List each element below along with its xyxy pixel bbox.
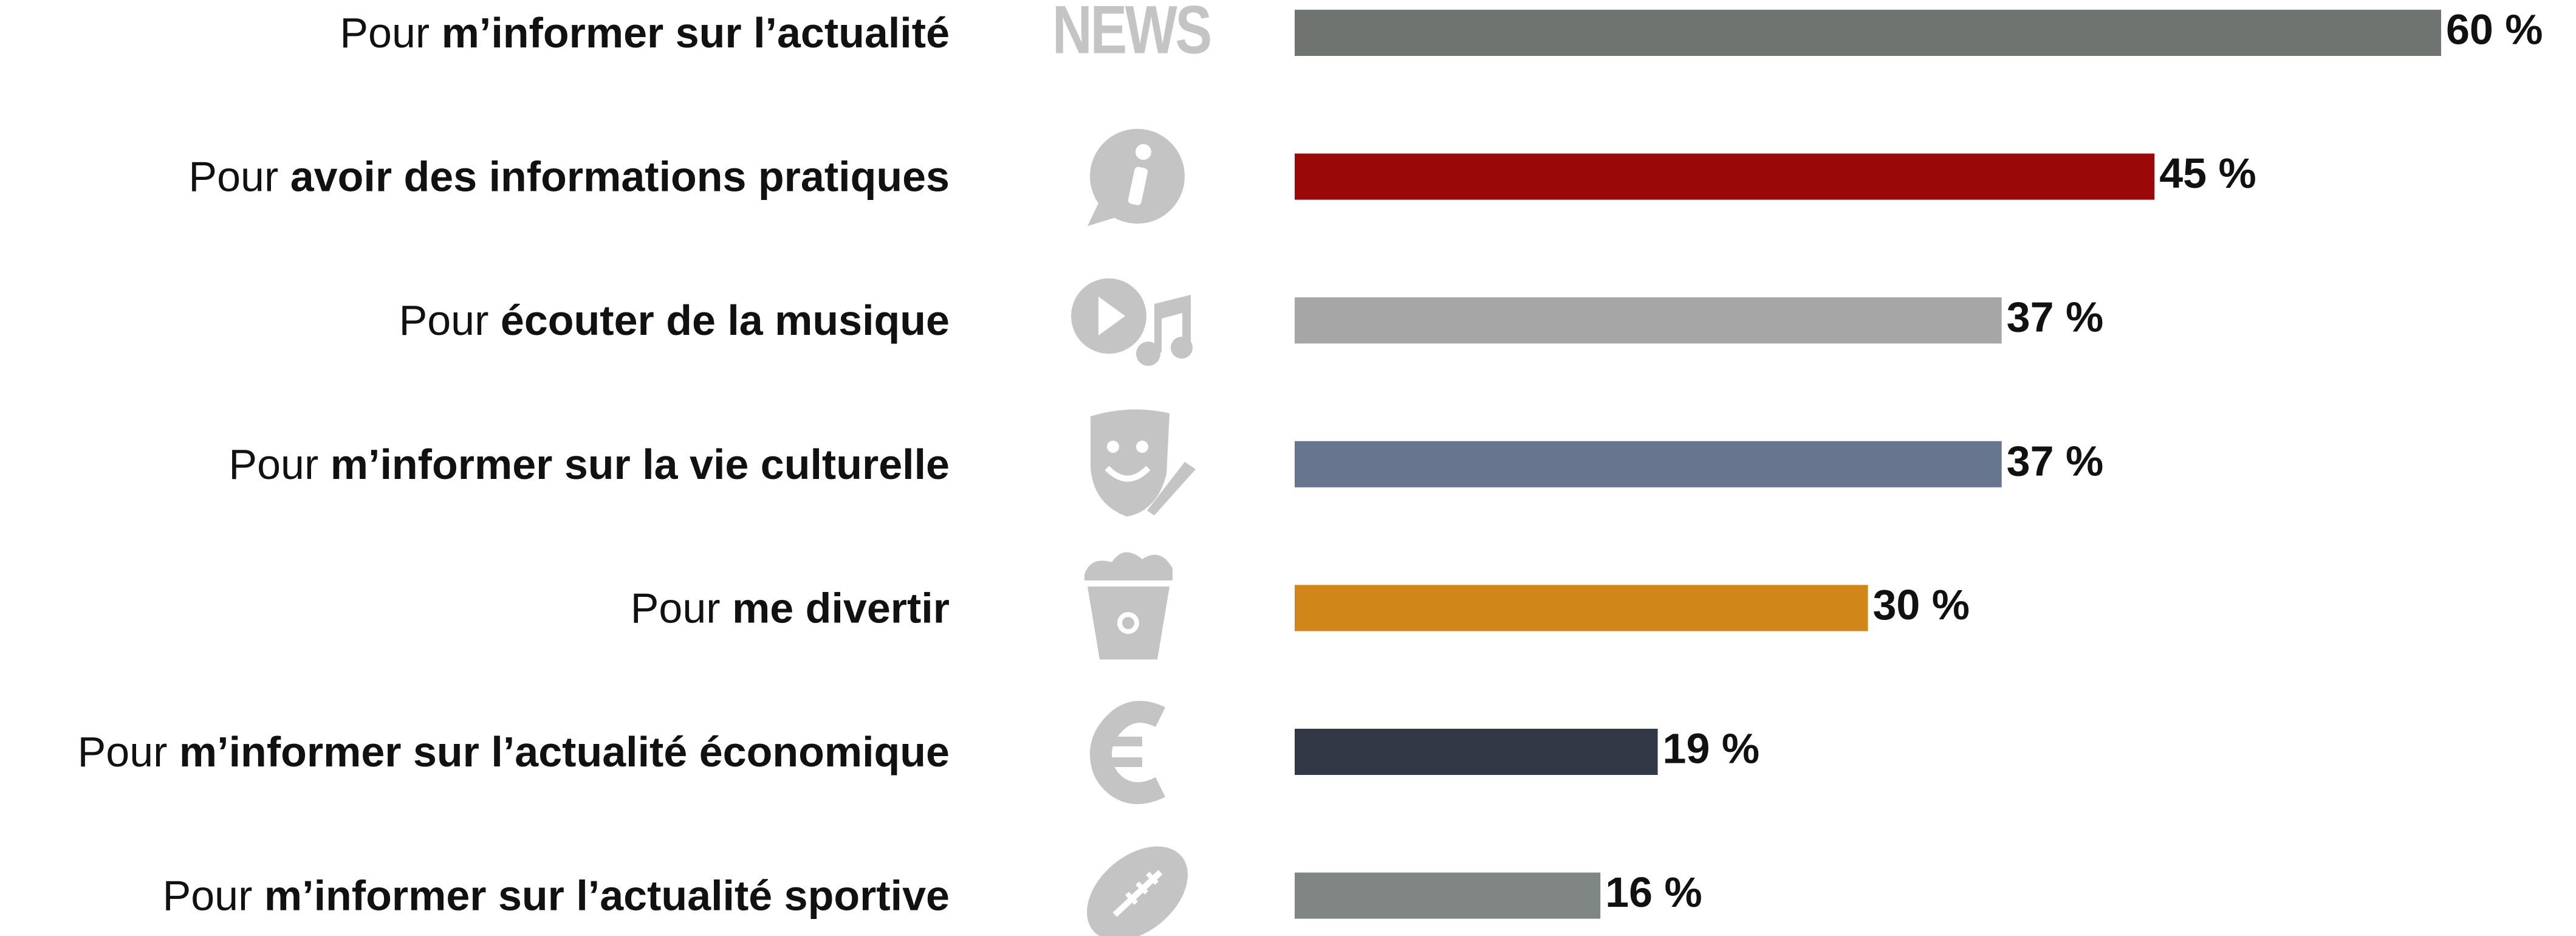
category-emphasis: m’informer sur l’actualité économique — [179, 728, 950, 776]
value-label: 45 % — [2159, 150, 2256, 197]
category-space — [252, 872, 264, 920]
category-lead: Pour — [340, 9, 430, 57]
category-label: Pour m’informer sur la vie culturelle — [228, 441, 950, 488]
category-lead: Pour — [163, 872, 253, 920]
category-space — [430, 9, 441, 57]
category-emphasis: m’informer sur l’actualité — [442, 9, 950, 57]
music-icon — [1071, 278, 1193, 366]
bar — [1295, 441, 2002, 487]
category-lead: Pour — [631, 585, 721, 632]
category-emphasis: m’informer sur la vie culturelle — [331, 441, 950, 488]
category-label: Pour avoir des informations pratiques — [188, 153, 950, 201]
category-lead: Pour — [78, 728, 168, 776]
popcorn-icon — [1084, 552, 1173, 659]
category-space — [488, 297, 500, 345]
value-label: 37 % — [2007, 437, 2104, 484]
theatre-icon — [1091, 409, 1196, 517]
category-space — [278, 153, 290, 201]
bar — [1295, 872, 1601, 919]
category-lead: Pour — [188, 153, 278, 201]
category-label: Pour m’informer sur l’actualité économiq… — [78, 728, 950, 776]
category-emphasis: me divertir — [732, 585, 950, 632]
value-label: 37 % — [2007, 294, 2104, 341]
category-lead: Pour — [228, 441, 318, 488]
category-space — [167, 728, 179, 776]
category-space — [318, 441, 330, 488]
category-emphasis: écouter de la musique — [501, 297, 950, 345]
euro-icon — [1089, 701, 1166, 804]
bar — [1295, 10, 2441, 56]
value-label: 19 % — [1663, 724, 1760, 772]
bar — [1295, 153, 2155, 200]
value-label: 60 % — [2446, 5, 2543, 53]
value-label: 30 % — [1873, 581, 1970, 628]
bar — [1295, 297, 2002, 344]
category-label: Pour écouter de la musique — [399, 297, 950, 345]
value-label: 16 % — [1605, 869, 1702, 916]
news-icon: NEWS — [1052, 0, 1210, 68]
bar — [1295, 585, 1868, 631]
category-label: Pour m’informer sur l’actualité — [340, 9, 950, 57]
category-label: Pour me divertir — [631, 585, 950, 632]
category-label: Pour m’informer sur l’actualité sportive — [163, 872, 950, 920]
football-icon — [1087, 846, 1188, 936]
category-lead: Pour — [399, 297, 489, 345]
category-space — [721, 585, 732, 632]
bar — [1295, 729, 1658, 775]
category-emphasis: m’informer sur l’actualité sportive — [264, 872, 950, 920]
icons: NEWS — [1052, 0, 1213, 936]
category-emphasis: avoir des informations pratiques — [290, 153, 950, 201]
info-icon — [1088, 129, 1185, 226]
